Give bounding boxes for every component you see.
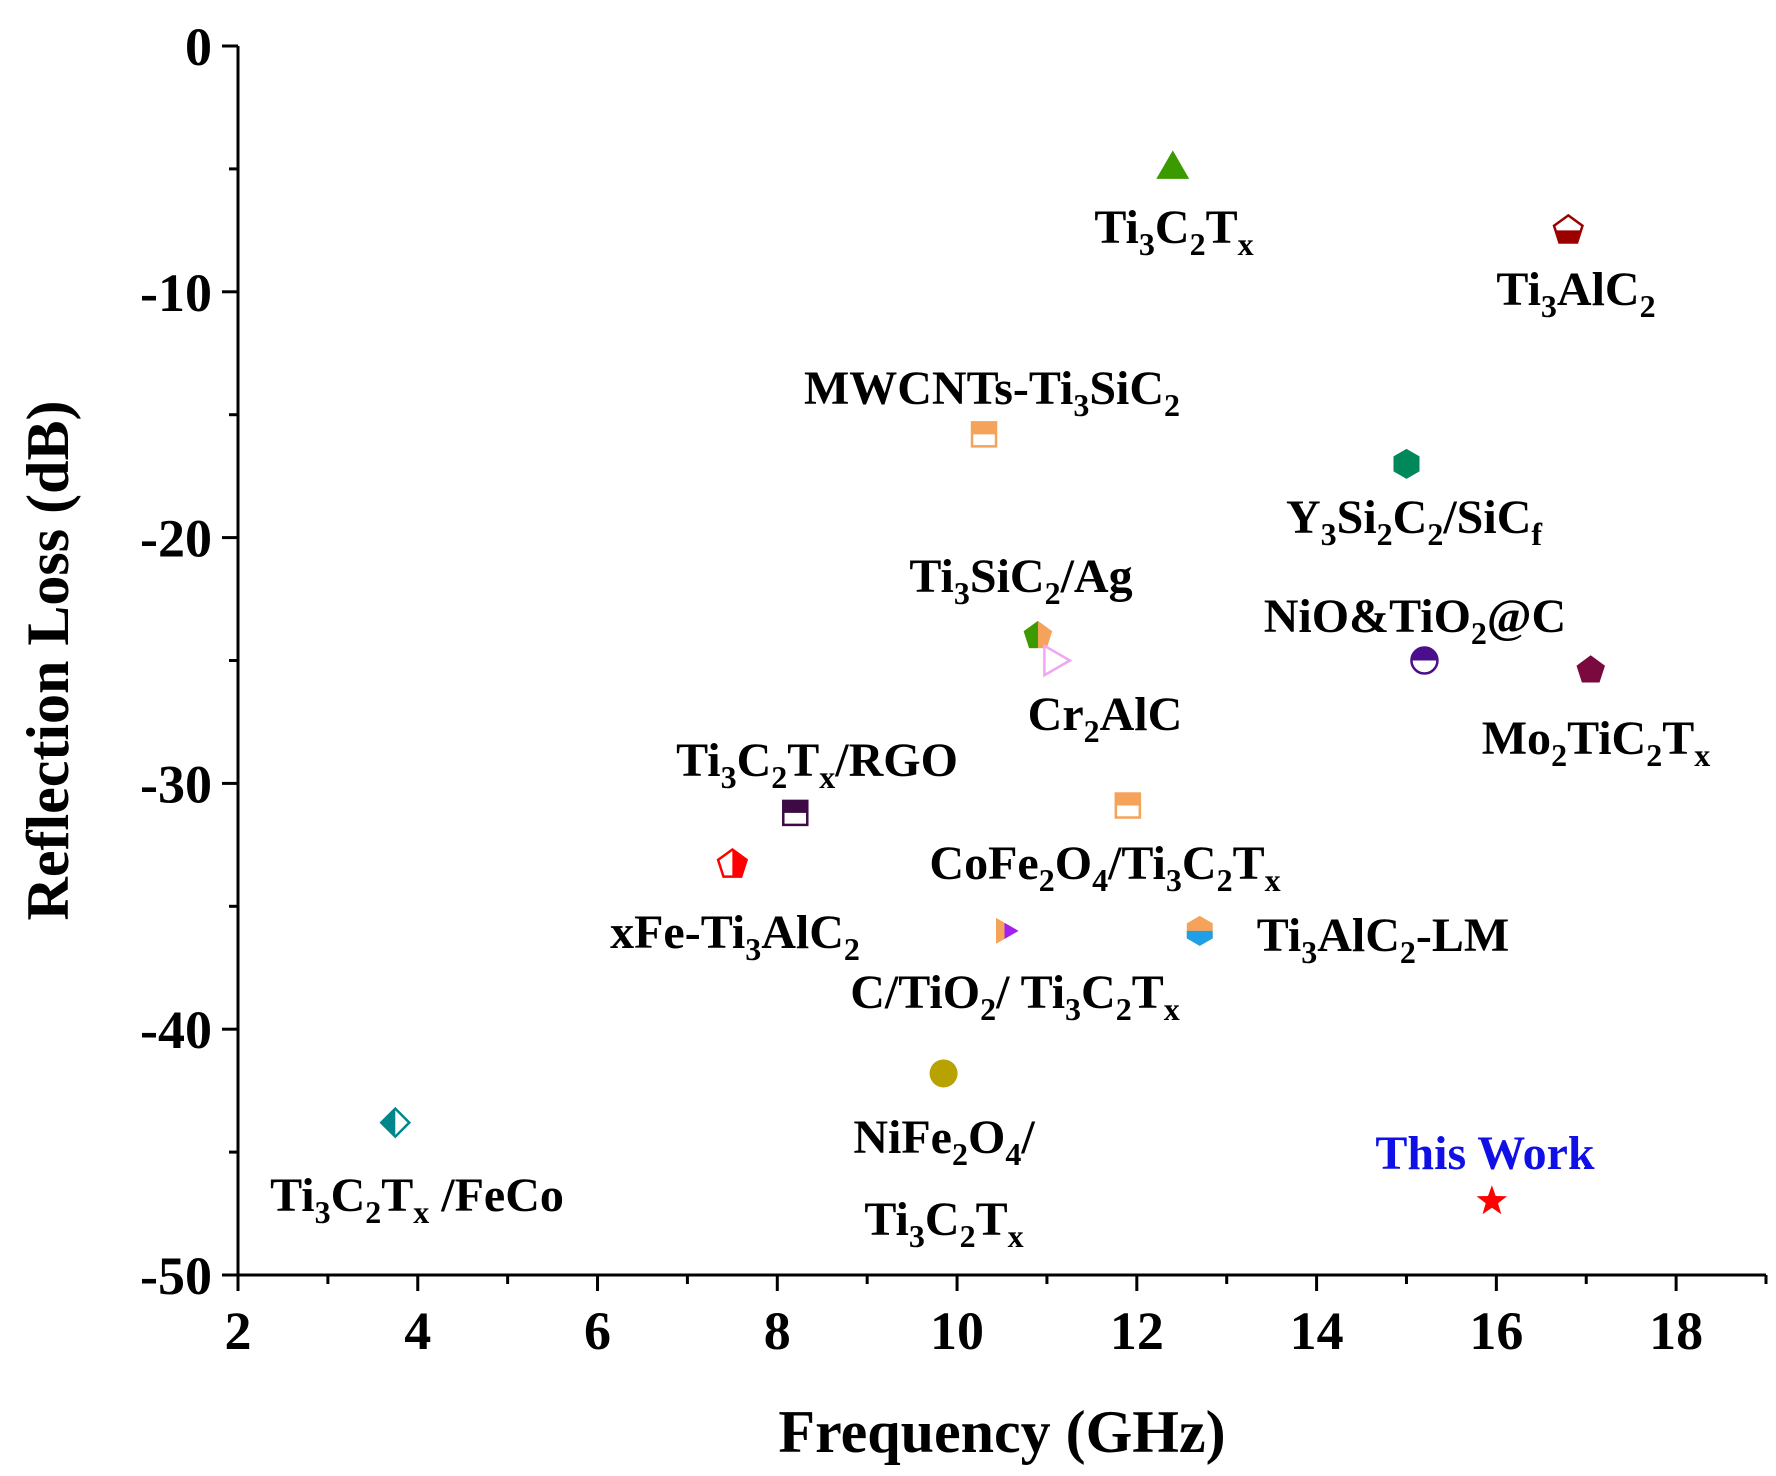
point-labels: Ti3C2Tx Ti3AlC2 MWCNTs-Ti3SiC2 Y3Si2C2/SiCf… <box>270 201 1710 1254</box>
x-tick-label: 16 <box>1469 1301 1523 1361</box>
data-point <box>379 1106 412 1139</box>
x-tick-label: 12 <box>1110 1301 1164 1361</box>
point-label: Ti3AlC2-LM <box>1257 909 1509 970</box>
point-label: Mo2TiC2Tx <box>1482 712 1710 773</box>
data-point <box>970 421 998 448</box>
y-axis-title: Reflection Loss (dB) <box>15 401 81 921</box>
point-label: CoFe2O4/Ti3C2Tx <box>929 837 1280 898</box>
x-tick-label: 8 <box>764 1301 791 1361</box>
x-tick-label: 4 <box>404 1301 431 1361</box>
data-point <box>929 1059 958 1088</box>
y-tick-label: 0 <box>185 17 212 77</box>
point-label: C/TiO2/ Ti3C2Tx <box>850 966 1179 1027</box>
data-point <box>1410 646 1439 675</box>
point-label: Cr2AlC <box>1028 688 1183 749</box>
data-point <box>716 847 749 878</box>
x-tick-label: 2 <box>225 1301 252 1361</box>
point-label: MWCNTs-Ti3SiC2 <box>804 362 1180 423</box>
data-point <box>1156 150 1190 179</box>
x-tick-label: 18 <box>1649 1301 1703 1361</box>
data-point <box>1552 213 1584 244</box>
y-tick-label: -50 <box>140 1246 212 1306</box>
point-label: NiO&TiO2@C <box>1264 590 1566 651</box>
point-label: Ti3AlC2 <box>1496 263 1655 324</box>
data-point <box>1023 620 1053 649</box>
point-label: Ti3C2Tx/RGO <box>676 734 958 795</box>
data-point <box>1043 643 1073 678</box>
data-point <box>1186 915 1213 946</box>
data-point <box>1114 792 1142 819</box>
point-label: Ti3C2Tx <box>1094 201 1253 262</box>
point-label: Ti3C2Tx /FeCo <box>270 1169 564 1230</box>
data-point <box>1476 1185 1508 1215</box>
axes: 2 4 6 8 10 12 14 16 18 0 -10 -20 -30 -40 -50 <box>140 17 1768 1361</box>
x-tick-label: 14 <box>1290 1301 1344 1361</box>
data-points <box>379 150 1605 1215</box>
data-point <box>1576 655 1605 683</box>
x-tick-label: 6 <box>584 1301 611 1361</box>
data-point <box>782 799 809 827</box>
y-tick-label: -30 <box>140 754 212 814</box>
y-tick-label: -40 <box>140 1000 212 1060</box>
y-tick-label: -10 <box>140 263 212 323</box>
data-point <box>1393 448 1420 479</box>
point-label: Ti3C2Tx <box>864 1193 1023 1254</box>
point-label: xFe-Ti3AlC2 <box>610 906 860 967</box>
point-label: NiFe2O4/ <box>853 1111 1035 1172</box>
y-tick-label: -20 <box>140 509 212 569</box>
x-tick-label: 10 <box>930 1301 984 1361</box>
point-label: This Work <box>1375 1127 1595 1180</box>
point-label: Y3Si2C2/SiCf <box>1286 491 1542 552</box>
x-axis-title: Frequency (GHz) <box>778 1399 1225 1465</box>
data-point <box>996 917 1019 944</box>
point-label: Ti3SiC2/Ag <box>909 550 1132 611</box>
